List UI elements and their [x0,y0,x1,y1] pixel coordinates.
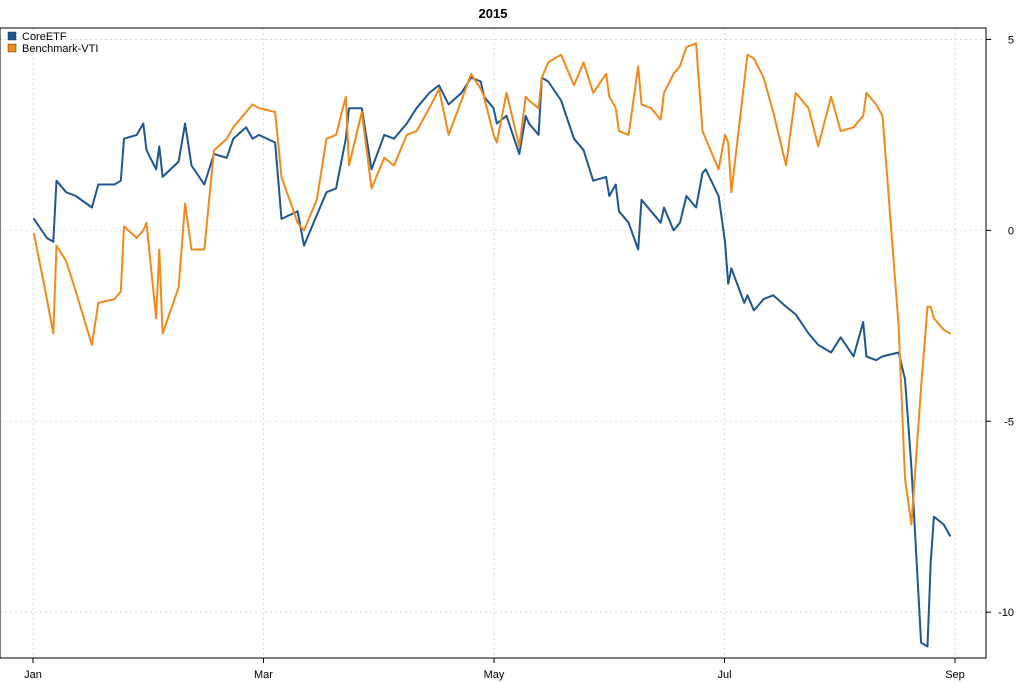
y-tick-label: 5 [1008,34,1014,46]
legend-swatch [7,31,17,41]
y-tick-label: 0 [1008,225,1014,237]
legend-label: CoreETF [22,31,67,43]
x-tick-label: Mar [254,669,273,681]
x-tick-label: Jul [717,669,731,681]
series-lines [33,42,951,648]
x-tick-label: Jan [24,669,42,681]
y-tick-label: -10 [998,607,1014,619]
y-axis: 5 0 -5 -10 [986,34,1014,619]
x-tick-label: May [484,669,505,681]
series-line-coreetf [33,76,951,648]
legend-swatch [7,43,17,53]
legend-label: Benchmark-VTI [22,43,98,55]
chart-title: 2015 [479,6,508,21]
series-line-benchmark-vti [33,42,951,526]
x-tick-label: Sep [945,669,965,681]
plot-frame [0,27,987,659]
x-axis: Jan Mar May Jul Sep [24,658,965,681]
y-tick-label: -5 [1004,416,1014,428]
